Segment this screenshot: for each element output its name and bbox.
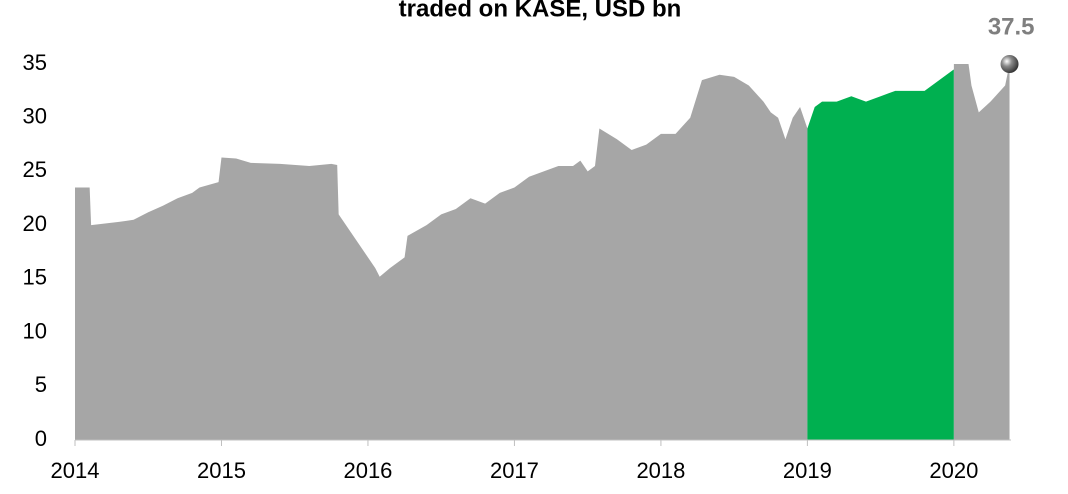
y-tick-label: 20 <box>23 211 47 236</box>
y-tick-label: 10 <box>23 318 47 343</box>
chart-title: traded on KASE, USD bn <box>399 0 682 22</box>
x-tick-label: 2018 <box>636 458 685 483</box>
area <box>953 64 1010 440</box>
x-tick-label: 2015 <box>197 458 246 483</box>
x-tick-label: 2017 <box>490 458 539 483</box>
y-tick-label: 25 <box>23 157 47 182</box>
x-tick-label: 2014 <box>51 458 100 483</box>
y-tick-label: 15 <box>23 265 47 290</box>
x-tick-label: 2016 <box>343 458 392 483</box>
y-tick-label: 30 <box>23 104 47 129</box>
y-tick-label: 35 <box>23 50 47 75</box>
area <box>807 69 954 440</box>
x-tick-label: 2019 <box>783 458 832 483</box>
annotation: 37.5 <box>988 13 1035 40</box>
area <box>75 74 808 440</box>
y-tick-label: 0 <box>35 426 47 451</box>
x-tick-label: 2020 <box>929 458 978 483</box>
end-marker <box>1000 55 1019 73</box>
y-tick-label: 5 <box>35 372 47 397</box>
